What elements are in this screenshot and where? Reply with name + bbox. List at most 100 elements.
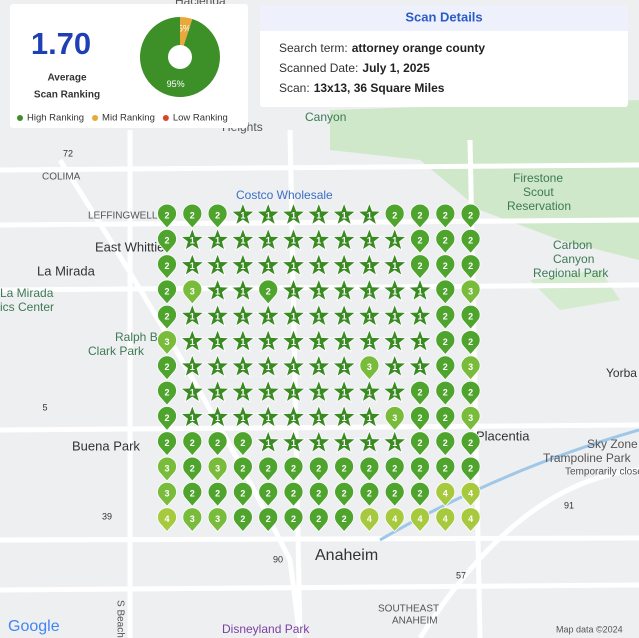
rank-value: 3 [392,413,397,423]
rank-value: 2 [417,387,422,397]
rank-value: 2 [215,489,220,499]
map-label: Regional Park [533,266,609,280]
rank-pin [460,279,481,305]
detail-label: Scan: [279,81,310,95]
rank-pin [182,481,203,507]
rank-value: 1 [215,337,220,347]
rank-value: 2 [443,312,448,322]
rank-pin [410,380,430,406]
rank-pin [410,431,430,457]
rank-value: 1 [316,210,321,220]
map-label: S Beach Blvd [114,600,125,638]
rank-star [230,201,256,226]
rank-pin [233,507,253,533]
rank-value: 1 [342,387,347,397]
rank-star [306,353,332,378]
rank-star [205,252,231,277]
rank-value: 2 [443,387,448,397]
rank-star [280,378,307,403]
rank-pin [233,456,253,482]
rank-value: 2 [291,489,296,499]
rank-value: 2 [468,337,473,347]
rank-value: 1 [367,438,372,448]
rank-pin [258,507,279,533]
rank-value: 1 [240,210,245,220]
rank-value: 2 [190,463,195,473]
rank-star [331,378,357,403]
rank-star [205,328,231,353]
rank-value: 2 [392,489,397,499]
detail-value: 13x13, 36 Square Miles [314,81,445,95]
rank-value: 1 [342,210,347,220]
rank-star [356,328,382,353]
rank-pin [233,481,253,507]
rank-value: 3 [468,362,473,372]
rank-value: 2 [164,362,169,372]
rank-value: 2 [443,463,448,473]
rank-value: 2 [342,463,347,473]
rank-pin [157,380,177,406]
rank-pin [182,431,203,457]
rank-star [331,252,357,277]
rank-value: 1 [190,312,195,322]
rank-value: 1 [215,312,220,322]
rank-value: 1 [215,413,220,423]
rank-star [255,378,281,403]
rank-star [205,353,231,378]
rank-value: 2 [468,463,473,473]
map-label: Temporarily close [565,467,639,478]
average-score: 1.70 [31,26,91,61]
rank-pin [410,203,430,229]
rank-value: 2 [266,463,271,473]
rank-star [230,277,256,302]
map-label: Clark Park [88,344,145,358]
rank-star [255,303,281,327]
river [379,428,639,542]
pie-hole [168,45,192,69]
map-label: East Whittier [95,239,169,254]
rank-star [382,303,408,327]
road-shield: 57 [456,570,466,580]
map-label: Disneyland Park [222,622,310,636]
rank-value: 2 [164,387,169,397]
rank-star [230,303,256,327]
rank-value: 3 [367,362,372,372]
rank-star [356,429,382,454]
rank-star [306,252,332,277]
rank-value: 2 [215,210,220,220]
rank-star [306,201,332,226]
rank-pin [359,507,380,533]
rank-pin [258,456,279,482]
rank-value: 2 [443,261,448,271]
rank-pin [435,380,456,406]
map-label: Scout [523,185,554,199]
rank-pin [182,203,203,229]
rank-value: 2 [164,286,169,296]
rank-value: 2 [240,463,245,473]
rank-pin [460,304,481,330]
detail-value: July 1, 2025 [362,61,430,75]
rank-star [255,404,281,429]
pie-label: 95% [167,79,185,89]
rank-pin [283,507,304,533]
rank-value: 2 [417,210,422,220]
rank-pin [435,456,456,482]
rank-value: 1 [342,312,347,322]
rank-star [306,277,332,302]
map-label: Carbon [553,238,592,252]
pie-chart: 5% 95% [140,17,221,98]
rank-pin [435,254,456,280]
rank-value: 1 [190,387,195,397]
rank-pin [460,507,481,533]
rank-value: 3 [164,489,169,499]
rank-star [382,277,408,302]
rank-pin [359,456,380,482]
legend: High Ranking Mid Ranking Low Ranking [17,113,228,124]
average-label: Average [47,73,87,84]
rank-value: 1 [215,387,220,397]
rank-value: 2 [164,261,169,271]
rank-pin [435,203,456,229]
rank-value: 2 [443,210,448,220]
road-shield: 5 [42,402,47,412]
rank-value: 3 [468,413,473,423]
